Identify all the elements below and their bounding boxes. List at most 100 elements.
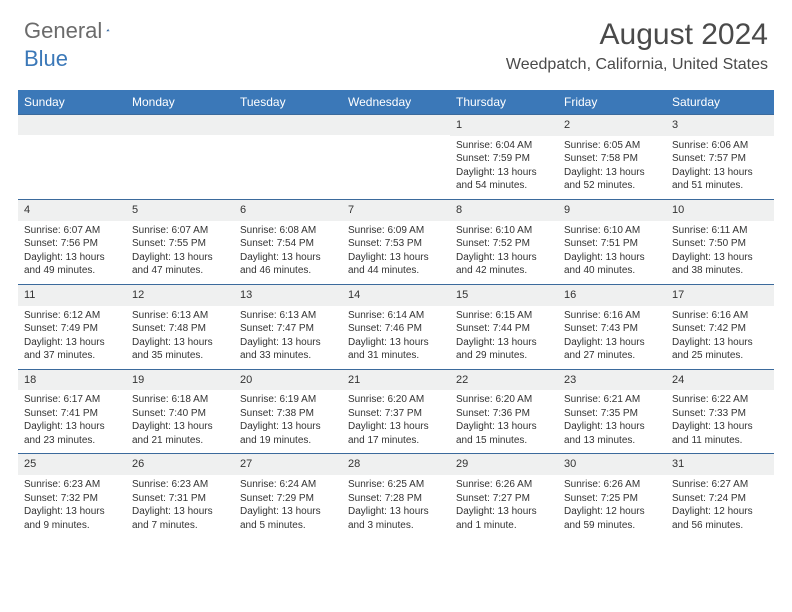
day-day2: and 1 minute.: [456, 519, 552, 533]
day-day2: and 9 minutes.: [24, 519, 120, 533]
day-sunrise: Sunrise: 6:13 AM: [240, 309, 336, 323]
day-day1: Daylight: 13 hours: [456, 251, 552, 265]
day-day1: Daylight: 13 hours: [24, 505, 120, 519]
day-content: Sunrise: 6:09 AMSunset: 7:53 PMDaylight:…: [342, 221, 450, 284]
day-content: Sunrise: 6:12 AMSunset: 7:49 PMDaylight:…: [18, 306, 126, 369]
day-day1: Daylight: 13 hours: [240, 505, 336, 519]
day-sunset: Sunset: 7:44 PM: [456, 322, 552, 336]
week-row: 18Sunrise: 6:17 AMSunset: 7:41 PMDayligh…: [18, 369, 774, 454]
day-cell: 13Sunrise: 6:13 AMSunset: 7:47 PMDayligh…: [234, 284, 342, 369]
day-content: Sunrise: 6:20 AMSunset: 7:37 PMDaylight:…: [342, 390, 450, 453]
day-day1: Daylight: 13 hours: [564, 251, 660, 265]
day-number: 17: [666, 285, 774, 306]
day-cell: 14 Sunrise: 6:14 AMSunset: 7:46 PMDayligh…: [342, 284, 450, 369]
day-sunrise: Sunrise: 6:19 AM: [240, 393, 336, 407]
day-sunset: Sunset: 7:47 PM: [240, 322, 336, 336]
day-cell: 6Sunrise: 6:08 AMSunset: 7:54 PMDaylight…: [234, 199, 342, 284]
empty-day-number: [342, 115, 450, 135]
day-sunrise: Sunrise: 6:22 AM: [672, 393, 768, 407]
day-sunrise: Sunrise: 6:08 AM: [240, 224, 336, 238]
calendar-body: 1Sunrise: 6:04 AMSunset: 7:59 PMDaylight…: [18, 115, 774, 539]
day-number: 1: [450, 115, 558, 136]
day-number: 12: [126, 285, 234, 306]
day-number: 30: [558, 454, 666, 475]
day-content: Sunrise: 6:22 AMSunset: 7:33 PMDaylight:…: [666, 390, 774, 453]
empty-day-number: [18, 115, 126, 135]
day-number: 21: [342, 370, 450, 391]
day-day2: and 35 minutes.: [132, 349, 228, 363]
day-sunset: Sunset: 7:57 PM: [672, 152, 768, 166]
day-day2: and 33 minutes.: [240, 349, 336, 363]
day-sunset: Sunset: 7:36 PM: [456, 407, 552, 421]
day-cell: 16Sunrise: 6:16 AMSunset: 7:43 PMDayligh…: [558, 284, 666, 369]
day-cell: 15Sunrise: 6:15 AMSunset: 7:44 PMDayligh…: [450, 284, 558, 369]
day-day1: Daylight: 13 hours: [456, 505, 552, 519]
day-content: Sunrise: 6:07 AMSunset: 7:55 PMDaylight:…: [126, 221, 234, 284]
day-number: 26: [126, 454, 234, 475]
day-day1: Daylight: 12 hours: [564, 505, 660, 519]
day-day1: Daylight: 13 hours: [456, 166, 552, 180]
day-content: Sunrise: 6:06 AMSunset: 7:57 PMDaylight:…: [666, 136, 774, 199]
day-number: 3: [666, 115, 774, 136]
day-sunrise: Sunrise: 6:25 AM: [348, 478, 444, 492]
day-number: 14: [342, 285, 450, 306]
day-sunrise: Sunrise: 6:09 AM: [348, 224, 444, 238]
day-sunset: Sunset: 7:46 PM: [348, 322, 444, 336]
day-content: Sunrise: 6:10 AMSunset: 7:51 PMDaylight:…: [558, 221, 666, 284]
day-content: Sunrise: 6:24 AMSunset: 7:29 PMDaylight:…: [234, 475, 342, 538]
day-cell: 20Sunrise: 6:19 AMSunset: 7:38 PMDayligh…: [234, 369, 342, 454]
day-content: Sunrise: 6:20 AMSunset: 7:36 PMDaylight:…: [450, 390, 558, 453]
day-day1: Daylight: 13 hours: [672, 251, 768, 265]
day-sunset: Sunset: 7:48 PM: [132, 322, 228, 336]
day-sunrise: Sunrise: 6:20 AM: [348, 393, 444, 407]
day-sunset: Sunset: 7:55 PM: [132, 237, 228, 251]
day-sunrise: Sunrise: 6:26 AM: [456, 478, 552, 492]
day-content: Sunrise: 6:08 AMSunset: 7:54 PMDaylight:…: [234, 221, 342, 284]
day-content: Sunrise: 6:26 AMSunset: 7:25 PMDaylight:…: [558, 475, 666, 538]
day-cell: 23Sunrise: 6:21 AMSunset: 7:35 PMDayligh…: [558, 369, 666, 454]
week-row: 11Sunrise: 6:12 AMSunset: 7:49 PMDayligh…: [18, 284, 774, 369]
day-number: 8: [450, 200, 558, 221]
day-sunrise: Sunrise: 6:16 AM: [672, 309, 768, 323]
empty-day-number: [234, 115, 342, 135]
day-sunset: Sunset: 7:31 PM: [132, 492, 228, 506]
day-cell: 28Sunrise: 6:25 AMSunset: 7:28 PMDayligh…: [342, 454, 450, 538]
day-sunset: Sunset: 7:49 PM: [24, 322, 120, 336]
day-day2: and 40 minutes.: [564, 264, 660, 278]
day-day2: and 15 minutes.: [456, 434, 552, 448]
day-day1: Daylight: 13 hours: [24, 251, 120, 265]
day-sunrise: Sunrise: 6:23 AM: [132, 478, 228, 492]
day-content: Sunrise: 6:23 AMSunset: 7:31 PMDaylight:…: [126, 475, 234, 538]
day-sunrise: Sunrise: 6:16 AM: [564, 309, 660, 323]
day-cell: 21Sunrise: 6:20 AMSunset: 7:37 PMDayligh…: [342, 369, 450, 454]
day-day1: Daylight: 13 hours: [672, 166, 768, 180]
day-content: Sunrise: 6:17 AMSunset: 7:41 PMDaylight:…: [18, 390, 126, 453]
day-content: Sunrise: 6:27 AMSunset: 7:24 PMDaylight:…: [666, 475, 774, 538]
day-sunrise: Sunrise: 6:17 AM: [24, 393, 120, 407]
day-cell: 29Sunrise: 6:26 AMSunset: 7:27 PMDayligh…: [450, 454, 558, 538]
day-cell: [342, 115, 450, 200]
day-day2: and 3 minutes.: [348, 519, 444, 533]
day-number: 28: [342, 454, 450, 475]
day-sunset: Sunset: 7:50 PM: [672, 237, 768, 251]
day-day2: and 52 minutes.: [564, 179, 660, 193]
day-day1: Daylight: 13 hours: [240, 251, 336, 265]
day-day1: Daylight: 13 hours: [24, 336, 120, 350]
day-content: Sunrise: 6:04 AMSunset: 7:59 PMDaylight:…: [450, 136, 558, 199]
weekday-wednesday: Wednesday: [342, 90, 450, 115]
day-sunset: Sunset: 7:33 PM: [672, 407, 768, 421]
day-cell: 5Sunrise: 6:07 AMSunset: 7:55 PMDaylight…: [126, 199, 234, 284]
logo-text-blue: Blue: [24, 46, 68, 71]
day-number: 31: [666, 454, 774, 475]
week-row: 25Sunrise: 6:23 AMSunset: 7:32 PMDayligh…: [18, 454, 774, 538]
day-day1: Daylight: 13 hours: [348, 420, 444, 434]
day-day1: Daylight: 13 hours: [132, 336, 228, 350]
week-row: 4Sunrise: 6:07 AMSunset: 7:56 PMDaylight…: [18, 199, 774, 284]
day-sunrise: Sunrise: 6:14 AM: [348, 309, 444, 323]
day-day2: and 51 minutes.: [672, 179, 768, 193]
day-sunrise: Sunrise: 6:05 AM: [564, 139, 660, 153]
month-title: August 2024: [506, 18, 768, 52]
day-day2: and 29 minutes.: [456, 349, 552, 363]
day-day1: Daylight: 13 hours: [348, 251, 444, 265]
day-day1: Daylight: 13 hours: [348, 336, 444, 350]
